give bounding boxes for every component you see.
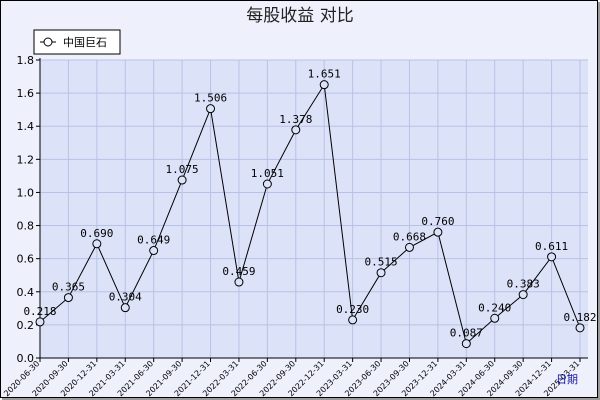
y-tick-label: 1.2 [17, 153, 35, 166]
data-label: 0.087 [450, 327, 483, 340]
data-label: 0.182 [563, 311, 596, 324]
data-point [120, 303, 130, 313]
y-tick-label: 0.4 [17, 286, 35, 299]
data-label: 0.668 [393, 230, 426, 243]
plot-background [40, 60, 588, 358]
y-tick-label: 1.4 [17, 120, 35, 133]
data-point [575, 323, 585, 333]
data-point [63, 293, 73, 303]
y-tick-label: 1.6 [17, 87, 35, 100]
y-axis-ticks: 0.0 0.2 0.4 0.6 0.8 1.0 1.2 1.4 1.6 1.8 [17, 54, 40, 365]
x-axis-ticks: 2020-06-302020-09-302020-12-312021-03-31… [2, 358, 581, 398]
data-point [149, 246, 159, 256]
data-label: 0.304 [109, 291, 142, 304]
data-point [234, 277, 244, 287]
data-label: 0.383 [507, 278, 540, 291]
data-point [547, 252, 557, 262]
y-tick-label: 1.8 [17, 54, 35, 67]
data-point [291, 125, 301, 135]
data-labels: 0.218 0.365 0.690 0.304 0.649 1.075 1.506 0.459… [23, 68, 596, 340]
y-tick-label: 0.6 [17, 253, 35, 266]
series-points [35, 80, 585, 349]
data-point [177, 175, 187, 185]
data-point [35, 317, 45, 327]
data-point [404, 242, 414, 252]
y-tick-label: 0.8 [17, 220, 35, 233]
legend: 中国巨石 [33, 29, 121, 55]
data-label: 1.378 [279, 113, 312, 126]
axes [39, 58, 588, 359]
data-point [206, 104, 216, 114]
data-label: 0.760 [421, 215, 454, 228]
data-label: 0.459 [222, 265, 255, 278]
series-line [39, 83, 581, 345]
plot-area [40, 60, 588, 358]
data-label: 0.365 [52, 281, 85, 294]
data-point [92, 239, 102, 249]
legend-circle-marker-icon [43, 37, 53, 47]
data-label: 1.506 [194, 92, 227, 105]
series-polyline [39, 83, 581, 345]
data-point [319, 80, 329, 90]
data-point [518, 290, 528, 300]
data-point [262, 179, 272, 189]
data-label: 1.651 [308, 68, 341, 81]
y-tick-label: 0.0 [17, 352, 35, 365]
data-label: 0.649 [137, 234, 170, 247]
data-point [348, 315, 358, 325]
y-tick-label: 1.0 [17, 186, 35, 199]
data-label: 0.218 [23, 305, 56, 318]
data-point [376, 268, 386, 278]
data-label: 0.240 [478, 301, 511, 314]
data-label: 0.611 [535, 240, 568, 253]
x-axis-label: 日期 [556, 373, 578, 386]
data-label: 0.515 [364, 256, 397, 269]
y-tick-label: 0.2 [17, 319, 35, 332]
chart-title: 每股收益 对比 [246, 6, 353, 26]
data-point [490, 313, 500, 323]
data-label: 0.230 [336, 303, 369, 316]
legend-entry: 中国巨石 [63, 36, 107, 49]
data-label: 1.051 [251, 167, 284, 180]
data-label: 0.690 [80, 227, 113, 240]
data-point [461, 339, 471, 349]
data-point [433, 227, 443, 237]
data-label: 1.075 [166, 163, 199, 176]
